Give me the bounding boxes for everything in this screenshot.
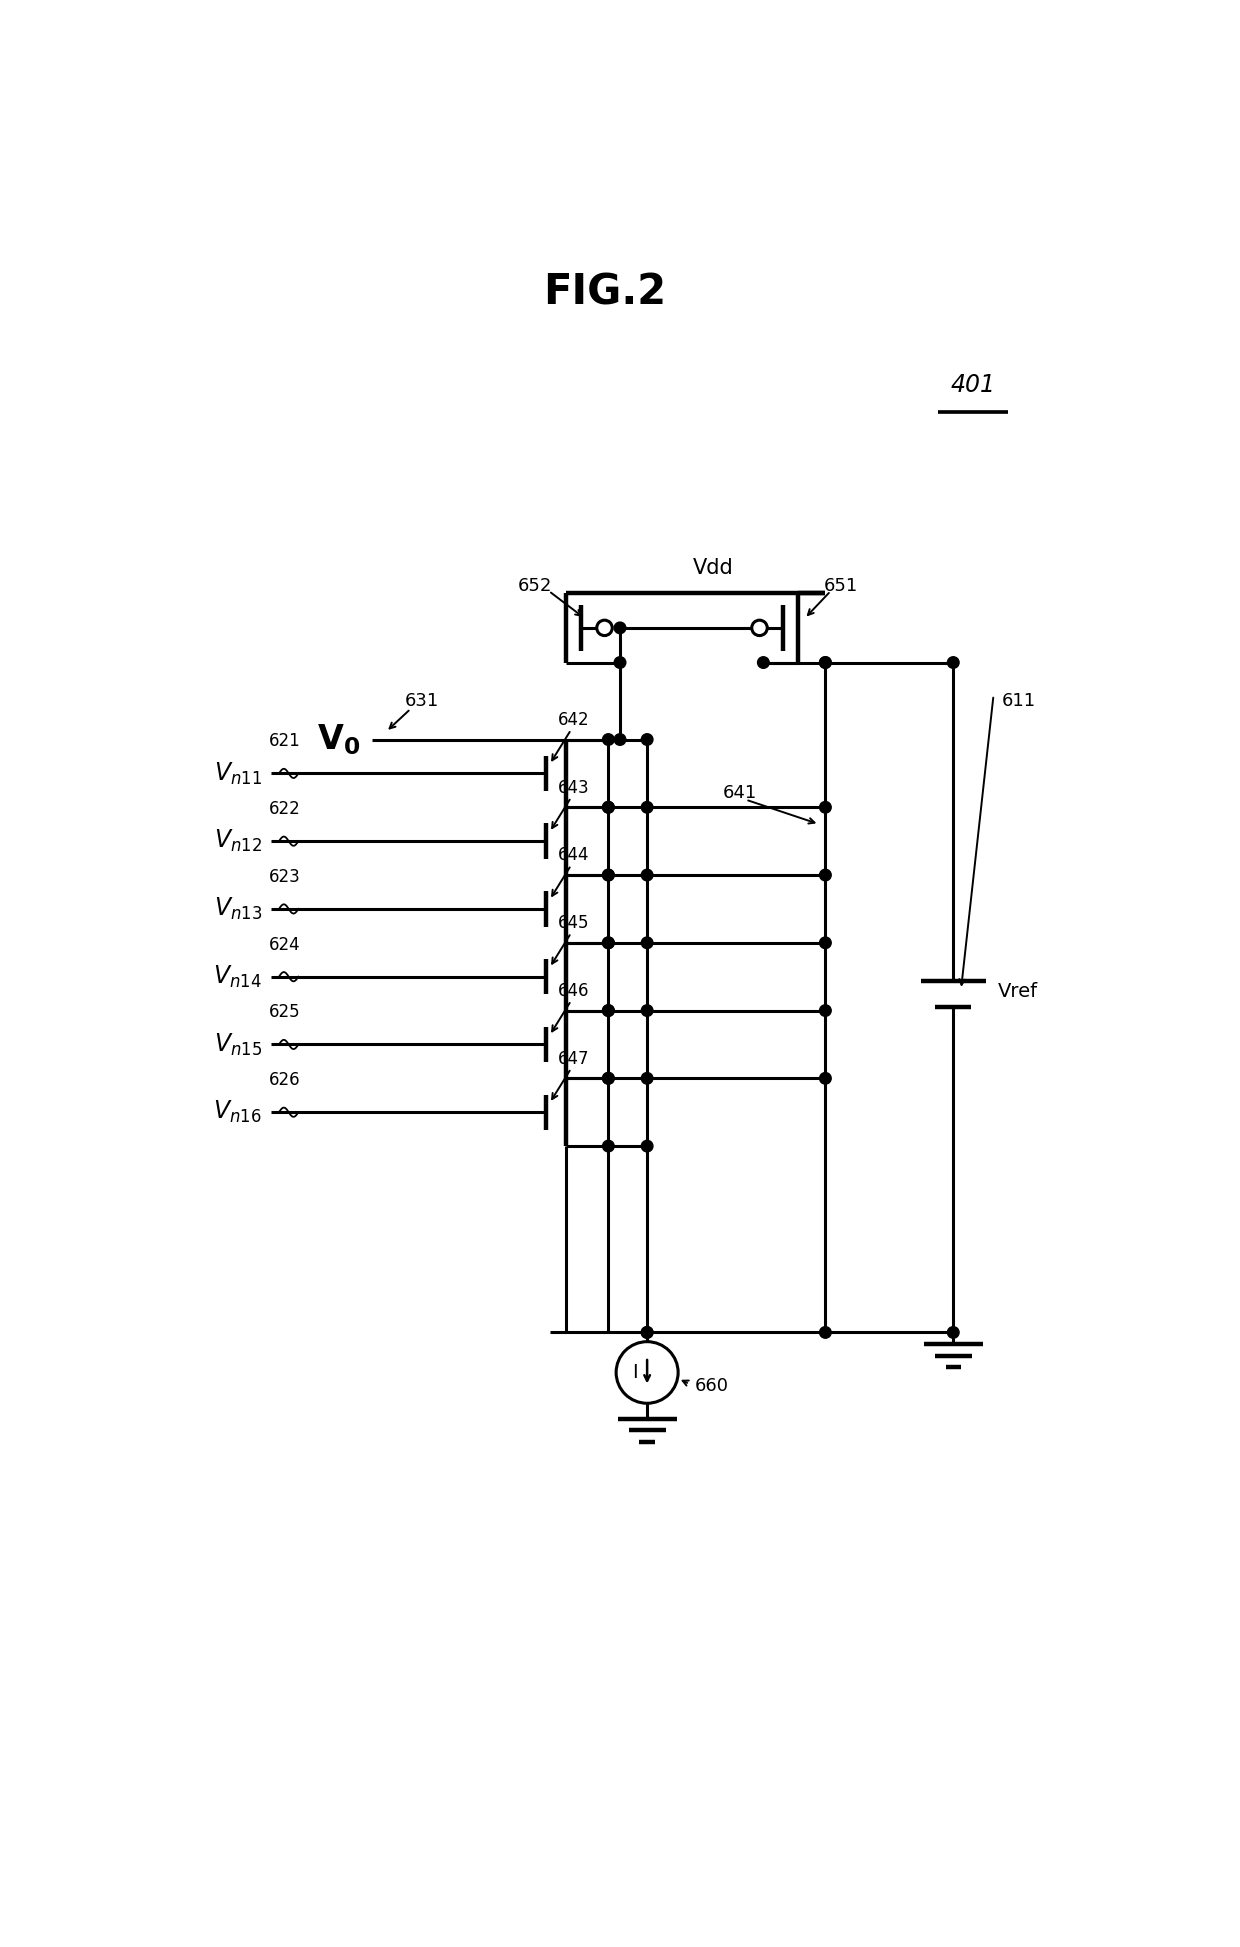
Text: $V_{n16}$: $V_{n16}$ xyxy=(213,1100,262,1125)
Text: $V_{n14}$: $V_{n14}$ xyxy=(213,964,262,989)
Circle shape xyxy=(603,734,614,746)
Text: FIG.2: FIG.2 xyxy=(543,273,666,313)
Text: 611: 611 xyxy=(1002,691,1035,711)
Circle shape xyxy=(614,623,626,633)
Text: $V_{n11}$: $V_{n11}$ xyxy=(215,761,262,787)
Text: 652: 652 xyxy=(517,576,552,594)
Text: 401: 401 xyxy=(950,374,996,397)
Circle shape xyxy=(641,1326,653,1338)
Circle shape xyxy=(603,802,614,814)
Circle shape xyxy=(641,802,653,814)
Circle shape xyxy=(820,656,831,668)
Circle shape xyxy=(641,1073,653,1084)
Text: 644: 644 xyxy=(558,847,589,864)
Circle shape xyxy=(641,1141,653,1153)
Text: 626: 626 xyxy=(269,1071,300,1088)
Circle shape xyxy=(641,734,653,746)
Text: 625: 625 xyxy=(269,1003,300,1022)
Circle shape xyxy=(603,1073,614,1084)
Text: Vdd: Vdd xyxy=(693,559,733,578)
Text: 642: 642 xyxy=(558,711,590,728)
Text: 660: 660 xyxy=(696,1377,729,1396)
Circle shape xyxy=(614,734,626,746)
Text: 621: 621 xyxy=(269,732,300,750)
Circle shape xyxy=(603,937,614,948)
Text: I: I xyxy=(632,1363,637,1382)
Circle shape xyxy=(820,802,831,814)
Text: 624: 624 xyxy=(269,937,300,954)
Text: 623: 623 xyxy=(269,868,300,886)
Text: 643: 643 xyxy=(558,779,590,796)
Text: 622: 622 xyxy=(269,800,300,818)
Circle shape xyxy=(603,868,614,880)
Circle shape xyxy=(820,656,831,668)
Text: 651: 651 xyxy=(823,576,858,594)
Circle shape xyxy=(603,802,614,814)
Circle shape xyxy=(820,937,831,948)
Circle shape xyxy=(820,868,831,880)
Circle shape xyxy=(603,937,614,948)
Circle shape xyxy=(614,656,626,668)
Text: 646: 646 xyxy=(558,981,589,1001)
Circle shape xyxy=(947,656,959,668)
Circle shape xyxy=(603,1005,614,1016)
Text: 645: 645 xyxy=(558,913,589,933)
Circle shape xyxy=(603,1141,614,1153)
Text: Vref: Vref xyxy=(998,981,1038,1001)
Text: $V_{n12}$: $V_{n12}$ xyxy=(215,827,262,855)
Circle shape xyxy=(641,1005,653,1016)
Text: $\mathbf{V_0}$: $\mathbf{V_0}$ xyxy=(317,722,361,757)
Text: 647: 647 xyxy=(558,1049,589,1067)
Circle shape xyxy=(820,1326,831,1338)
Circle shape xyxy=(641,937,653,948)
Circle shape xyxy=(820,1073,831,1084)
Circle shape xyxy=(603,1005,614,1016)
Circle shape xyxy=(947,1326,959,1338)
Text: 631: 631 xyxy=(405,691,439,711)
Circle shape xyxy=(641,868,653,880)
Circle shape xyxy=(603,868,614,880)
Circle shape xyxy=(758,656,769,668)
Circle shape xyxy=(641,1326,653,1338)
Circle shape xyxy=(603,1073,614,1084)
Text: 641: 641 xyxy=(723,785,758,802)
Text: $V_{n13}$: $V_{n13}$ xyxy=(213,896,262,923)
Text: $V_{n15}$: $V_{n15}$ xyxy=(213,1032,262,1057)
Circle shape xyxy=(820,1005,831,1016)
